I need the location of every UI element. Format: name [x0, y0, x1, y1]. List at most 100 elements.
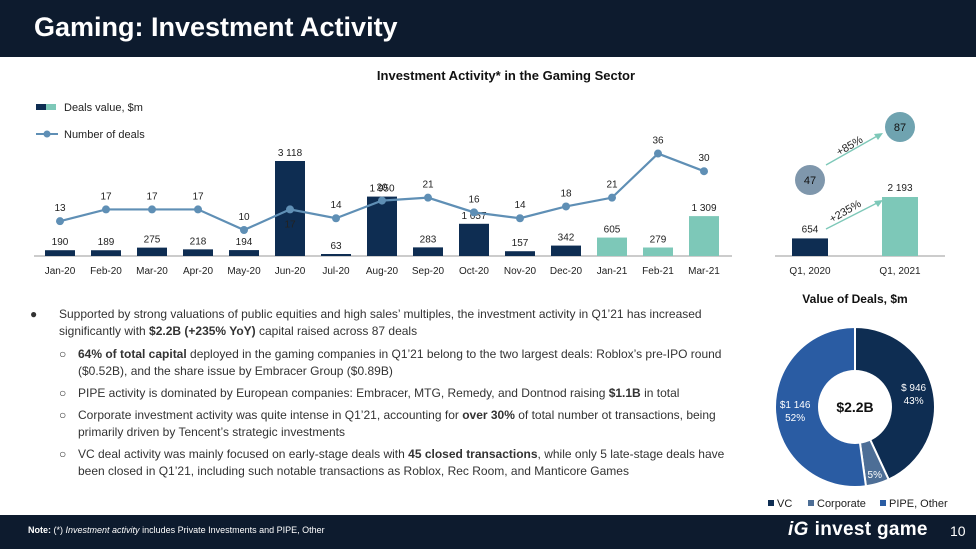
- growth-annotation: +85%: [835, 134, 866, 159]
- bullet-highlight: 45 closed transactions: [408, 447, 538, 461]
- x-tick-label: Feb-20: [90, 266, 122, 277]
- deals-count-label: 10: [238, 212, 250, 223]
- bullet-highlight: $1.1B: [608, 386, 641, 400]
- x-tick-label: Oct-20: [459, 266, 489, 277]
- deal-count-badge: [885, 112, 915, 142]
- bar-value-label: 2 193: [887, 183, 912, 194]
- x-tick-label: Q1, 2021: [879, 266, 921, 277]
- sub-bullet: ○ PIPE activity is dominated by European…: [30, 385, 730, 402]
- sub-bullet-circle: ○: [59, 408, 67, 422]
- legend-bar-swatch-accent: [46, 104, 56, 110]
- sub-bullet-circle: ○: [59, 347, 67, 361]
- bullet-dot: ●: [30, 307, 38, 321]
- growth-arrow: [825, 201, 880, 230]
- bar-value-label: 279: [650, 234, 667, 245]
- bullet-text: , while only 5 late-stage deals have bee…: [78, 447, 725, 478]
- legend-deals-value: Deals value, $m: [64, 102, 143, 114]
- logo-icon: iG: [788, 519, 809, 540]
- legend-number-of-deals: Number of deals: [64, 129, 145, 141]
- x-tick-label: Jun-20: [275, 266, 306, 277]
- deals-count-label: 18: [560, 188, 572, 199]
- legend-label: Corporate: [817, 498, 866, 510]
- bar-value-label: 605: [604, 225, 621, 236]
- deals-count-point: [194, 205, 202, 214]
- deal-count-label: 47: [804, 175, 816, 187]
- slice-value-label: $ 946: [901, 383, 926, 394]
- x-tick-label: Mar-20: [136, 266, 168, 277]
- growth-arrow: [825, 134, 880, 166]
- deal-count-badge: [795, 165, 825, 195]
- deals-count-point: [102, 205, 110, 214]
- footer-bar: Note: (*) Investment activity includes P…: [0, 515, 976, 549]
- bar: [137, 247, 167, 256]
- x-tick-label: Jan-21: [597, 266, 628, 277]
- deals-count-point: [378, 196, 386, 205]
- bar: [689, 216, 719, 256]
- page-title: Gaming: Investment Activity: [34, 12, 398, 42]
- bullet-text: Corporate investment activity was quite …: [78, 408, 463, 422]
- deals-count-point: [562, 202, 570, 211]
- bar-value-label: 1 309: [691, 203, 716, 214]
- bar: [321, 254, 351, 256]
- deals-count-point: [286, 205, 294, 214]
- bullet-highlight: 64% of total capital: [78, 347, 187, 361]
- bar-value-label: 654: [802, 224, 819, 235]
- bullet-text: in total: [640, 386, 680, 400]
- footnote-text: includes Private Investments and PIPE, O…: [142, 525, 325, 535]
- bar: [505, 251, 535, 256]
- footnote-label: Note:: [28, 525, 51, 535]
- legend-line-marker: [43, 130, 51, 138]
- footnote: Note: (*) Investment activity includes P…: [28, 525, 325, 535]
- main-chart-title: Investment Activity* in the Gaming Secto…: [377, 68, 635, 83]
- deals-count-point: [608, 193, 616, 202]
- deals-count-label: 17: [146, 191, 158, 202]
- donut-slice: [854, 325, 936, 481]
- legend-swatch: [808, 500, 814, 506]
- deals-count-label: 13: [54, 203, 66, 214]
- bar-value-label: 342: [558, 233, 575, 244]
- donut-hole: [818, 370, 892, 444]
- deal-count-label: 87: [894, 122, 906, 134]
- brand-name: invest game: [814, 519, 928, 540]
- x-tick-label: Nov-20: [504, 266, 537, 277]
- deals-count-label: 14: [514, 200, 526, 211]
- sub-bullet-circle: ○: [59, 386, 67, 400]
- bar: [792, 238, 828, 256]
- bar-value-label: 3 118: [278, 148, 303, 159]
- arrow-head: [874, 133, 883, 140]
- donut-center-label: $2.2B: [836, 399, 873, 415]
- deals-count-point: [470, 208, 478, 217]
- growth-annotation: +235%: [828, 198, 864, 226]
- bar: [459, 223, 489, 256]
- bar: [229, 250, 259, 256]
- bar: [367, 196, 397, 256]
- deals-count-label: 14: [330, 200, 342, 211]
- brand-logo: iG invest game: [788, 519, 928, 541]
- slice-percent-label: 52%: [785, 413, 805, 424]
- bullet-highlight: over 30%: [462, 408, 515, 422]
- deals-count-label: 21: [422, 180, 434, 191]
- x-tick-label: Jul-20: [322, 266, 350, 277]
- x-tick-label: Aug-20: [366, 266, 399, 277]
- bar: [183, 249, 213, 256]
- deals-count-label: 16: [468, 194, 480, 205]
- deals-count-point: [516, 214, 524, 223]
- x-tick-label: Mar-21: [688, 266, 720, 277]
- bar-value-label: 218: [190, 236, 207, 247]
- bullet-text: PIPE activity is dominated by European c…: [78, 386, 609, 400]
- legend-label: PIPE, Other: [889, 498, 948, 510]
- deals-count-label: 20: [376, 183, 388, 194]
- bar-value-label: 1 950: [369, 184, 394, 195]
- legend-label: VC: [777, 498, 792, 510]
- commentary: ● Supported by strong valuations of publ…: [30, 306, 730, 485]
- slice-percent-label: 5%: [868, 470, 883, 481]
- x-tick-label: Jan-20: [45, 266, 76, 277]
- footnote-term: Investment activity: [65, 525, 140, 535]
- x-tick-label: May-20: [227, 266, 261, 277]
- x-tick-label: Q1, 2020: [789, 266, 831, 277]
- bullet-text: capital raised across 87 deals: [255, 324, 418, 338]
- page-number: 10: [950, 523, 966, 539]
- deals-count-point: [56, 217, 64, 226]
- sub-bullet-circle: ○: [59, 447, 67, 461]
- bullet-highlight: $2.2B (+235% YoY): [149, 324, 256, 338]
